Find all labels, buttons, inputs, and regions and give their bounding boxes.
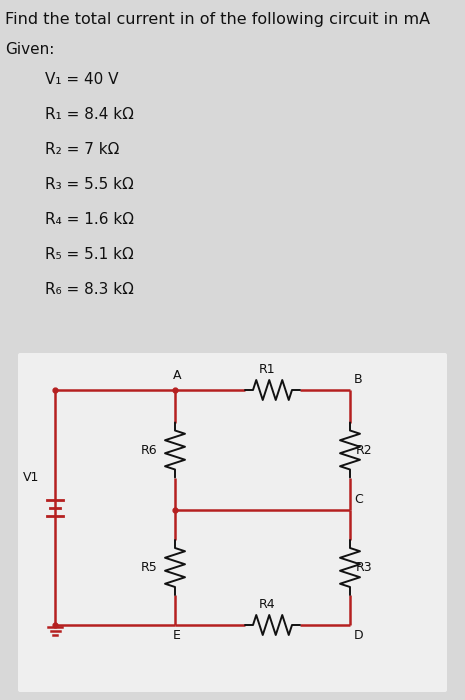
- Text: R4: R4: [259, 598, 276, 611]
- Text: Find the total current in of the following circuit in mA: Find the total current in of the followi…: [5, 12, 430, 27]
- Text: Given:: Given:: [5, 42, 54, 57]
- Text: R2: R2: [356, 444, 372, 456]
- Text: R1: R1: [259, 363, 276, 376]
- Text: V1: V1: [23, 471, 39, 484]
- Text: R3: R3: [356, 561, 372, 574]
- Text: R6: R6: [140, 444, 157, 456]
- Text: C: C: [354, 493, 363, 506]
- Text: B: B: [354, 373, 363, 386]
- Text: R₅ = 5.1 kΩ: R₅ = 5.1 kΩ: [45, 247, 134, 262]
- Text: D: D: [354, 629, 364, 642]
- Text: R₂ = 7 kΩ: R₂ = 7 kΩ: [45, 142, 120, 157]
- Text: A: A: [173, 369, 181, 382]
- FancyBboxPatch shape: [18, 353, 447, 692]
- Text: E: E: [173, 629, 181, 642]
- Text: R₁ = 8.4 kΩ: R₁ = 8.4 kΩ: [45, 107, 134, 122]
- Text: R₄ = 1.6 kΩ: R₄ = 1.6 kΩ: [45, 212, 134, 227]
- Text: V₁ = 40 V: V₁ = 40 V: [45, 72, 119, 87]
- Text: R₃ = 5.5 kΩ: R₃ = 5.5 kΩ: [45, 177, 134, 192]
- Text: R₆ = 8.3 kΩ: R₆ = 8.3 kΩ: [45, 282, 134, 297]
- Text: R5: R5: [140, 561, 157, 574]
